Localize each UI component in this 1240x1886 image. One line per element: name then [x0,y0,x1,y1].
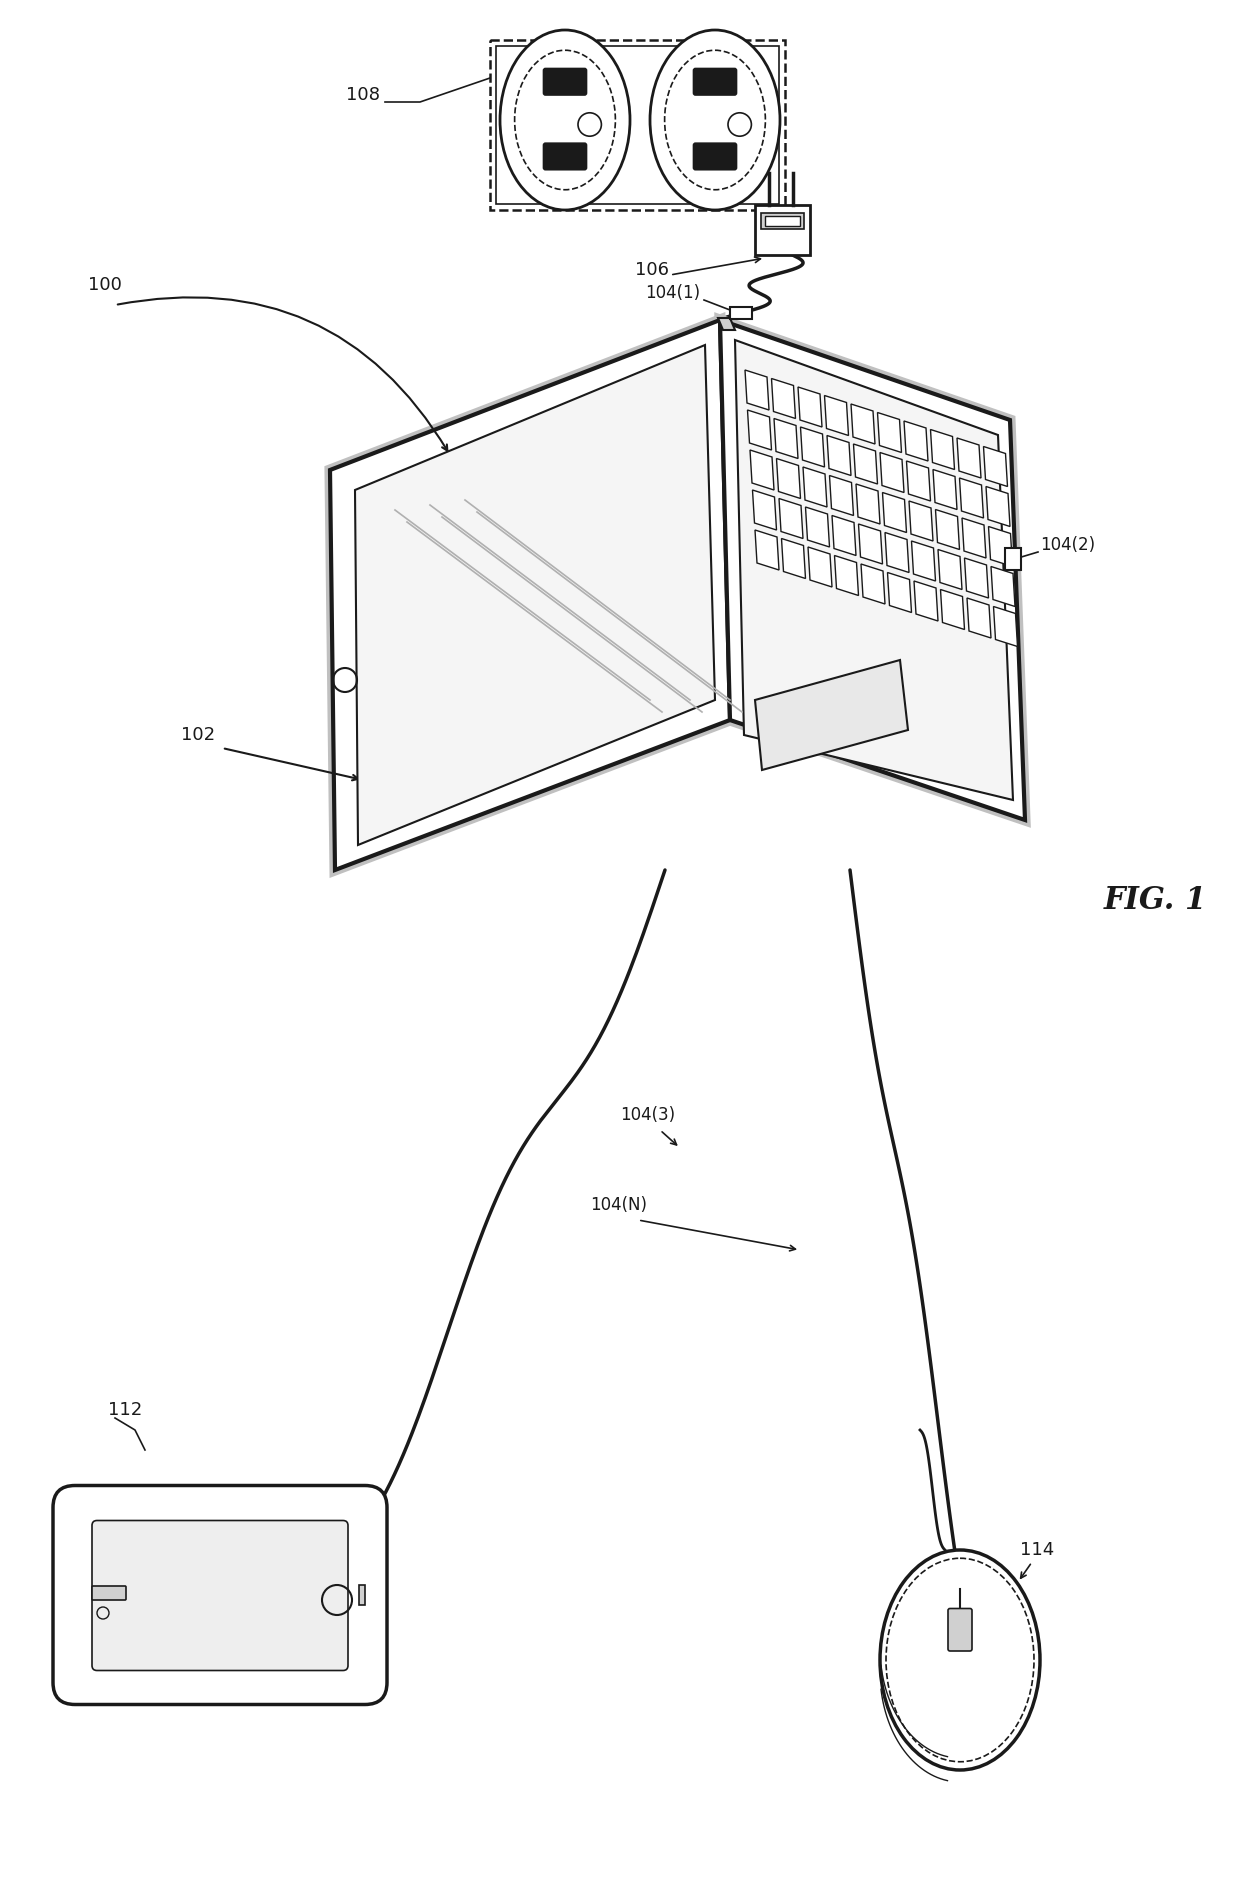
FancyBboxPatch shape [949,1609,972,1650]
Polygon shape [904,421,928,460]
Polygon shape [832,515,856,556]
Polygon shape [799,387,822,426]
Polygon shape [965,558,988,598]
Polygon shape [962,519,986,558]
Polygon shape [830,475,853,515]
Polygon shape [806,507,830,547]
Polygon shape [330,321,730,869]
Polygon shape [883,492,906,532]
FancyBboxPatch shape [693,143,737,170]
Polygon shape [808,547,832,587]
Polygon shape [932,470,957,509]
Bar [496,45,779,204]
Polygon shape [937,549,962,590]
Polygon shape [967,598,991,637]
Polygon shape [851,404,875,443]
Text: 112: 112 [108,1401,143,1418]
Bar [761,213,804,228]
Text: 104(3): 104(3) [620,1105,675,1124]
Polygon shape [880,453,904,492]
Bar [490,40,785,209]
Polygon shape [957,438,981,477]
Polygon shape [779,498,804,539]
Polygon shape [914,581,937,620]
Polygon shape [888,573,911,613]
Polygon shape [755,530,779,570]
Polygon shape [825,396,848,436]
Polygon shape [771,379,796,419]
Text: 108: 108 [346,87,379,104]
Polygon shape [853,443,878,485]
FancyBboxPatch shape [543,143,587,170]
Bar [755,206,810,255]
Polygon shape [753,490,776,530]
Text: 104(1): 104(1) [645,285,701,302]
Polygon shape [906,460,930,502]
Text: 110: 110 [870,426,904,443]
Polygon shape [748,409,771,451]
Polygon shape [930,430,955,470]
Polygon shape [991,566,1016,607]
Polygon shape [776,458,801,498]
Polygon shape [718,319,735,330]
Text: 114: 114 [1021,1541,1054,1560]
Polygon shape [720,321,1025,820]
Polygon shape [986,487,1011,526]
FancyBboxPatch shape [693,68,737,94]
FancyBboxPatch shape [543,68,587,94]
Text: 104(2): 104(2) [1040,536,1095,554]
Polygon shape [861,564,885,604]
Polygon shape [993,607,1018,647]
Bar [1004,549,1021,570]
Polygon shape [878,413,901,453]
Ellipse shape [650,30,780,209]
FancyBboxPatch shape [92,1520,348,1671]
Polygon shape [911,541,935,581]
Polygon shape [988,526,1013,566]
Polygon shape [781,539,806,579]
Text: FIG. 1: FIG. 1 [1104,885,1207,915]
Text: 106: 106 [635,260,670,279]
Polygon shape [735,339,1013,800]
Text: 100: 100 [88,275,122,294]
Polygon shape [827,436,851,475]
Polygon shape [935,509,960,549]
Polygon shape [745,370,769,409]
FancyBboxPatch shape [92,1586,126,1599]
Polygon shape [774,419,799,458]
Text: 102: 102 [181,726,215,743]
Polygon shape [355,345,715,845]
Bar [765,217,800,226]
Polygon shape [750,451,774,490]
Text: 104(N): 104(N) [590,1196,647,1215]
Polygon shape [755,660,908,769]
Ellipse shape [500,30,630,209]
Polygon shape [804,468,827,507]
Polygon shape [858,524,883,564]
Ellipse shape [880,1550,1040,1769]
Bar [360,1584,365,1605]
Polygon shape [856,485,880,524]
Polygon shape [801,426,825,468]
FancyBboxPatch shape [53,1486,387,1705]
Polygon shape [885,532,909,573]
Polygon shape [960,477,983,519]
Bar [730,307,751,319]
Polygon shape [835,556,858,596]
Polygon shape [940,590,965,630]
Polygon shape [983,447,1008,487]
Polygon shape [909,502,932,541]
